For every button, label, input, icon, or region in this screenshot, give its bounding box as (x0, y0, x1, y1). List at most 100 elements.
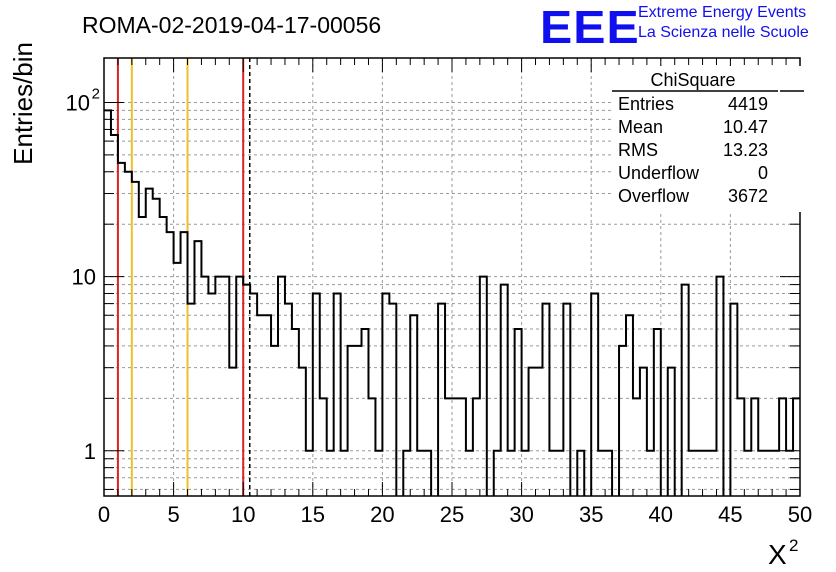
histogram-bin (515, 329, 522, 496)
histogram-bin (737, 398, 744, 496)
y-tick-label: 10 (66, 90, 90, 115)
y-axis-label: Entries/bin (8, 42, 38, 165)
histogram-bin (626, 315, 633, 496)
histogram-bin (243, 285, 250, 496)
stats-value: 4419 (728, 94, 768, 114)
stats-value: 10.47 (723, 117, 768, 137)
x-tick-label: 45 (718, 502, 742, 527)
x-tick-label: 10 (231, 502, 255, 527)
histogram-bins (104, 109, 800, 496)
grid-lines (104, 58, 800, 496)
histogram-bin (236, 277, 243, 496)
histogram-outline (104, 109, 800, 496)
histogram-bin (445, 398, 452, 496)
histogram-bin (703, 451, 710, 496)
histogram-bin (779, 398, 786, 496)
histogram-bin (696, 451, 703, 496)
histogram-bin (605, 451, 612, 496)
histogram-bin (598, 451, 605, 496)
histogram-bin (215, 277, 222, 496)
histogram-bin (633, 398, 640, 496)
x-tick-label: 35 (579, 502, 603, 527)
histogram-bin (285, 304, 292, 496)
histogram-bin (292, 329, 299, 496)
x-tick-label: 50 (788, 502, 812, 527)
x-axis-label-superscript: 2 (789, 536, 798, 555)
x-tick-label: 5 (167, 502, 179, 527)
histogram-bin (208, 293, 215, 496)
histogram-bin (201, 277, 208, 496)
logo-text-line2: La Scienza nelle Scuole (638, 24, 809, 41)
histogram-bin (640, 368, 647, 496)
histogram-bin (793, 398, 800, 496)
histogram-bin (146, 189, 153, 496)
histogram-bin (160, 217, 167, 496)
histogram-bin (348, 346, 355, 496)
histogram-bin (341, 451, 348, 496)
histogram-bin (313, 293, 320, 496)
histogram-bin (508, 451, 515, 496)
histogram-bin (368, 398, 375, 496)
histogram-bin (306, 451, 313, 496)
histogram-bin (403, 451, 410, 496)
histogram-bin (327, 451, 334, 496)
x-tick-label: 40 (649, 502, 673, 527)
stats-value: 13.23 (723, 140, 768, 160)
histogram-bin (647, 451, 654, 496)
histogram-bin (501, 285, 508, 496)
histogram-bin (264, 315, 271, 496)
histogram-bin (522, 451, 529, 496)
stats-label: RMS (618, 140, 658, 160)
histogram-bin (194, 241, 201, 496)
histogram-bin (139, 217, 146, 496)
histogram-bin (299, 368, 306, 496)
stats-box: ChiSquare Entries 4419 Mean 10.47 RMS 13.23 Und… (612, 66, 804, 212)
stats-value: 0 (758, 163, 768, 183)
stats-value: 3672 (728, 186, 768, 206)
histogram-bin (452, 398, 459, 496)
histogram-bin (536, 368, 543, 496)
histogram-bin (174, 263, 181, 496)
histogram-bin (654, 329, 661, 496)
histogram-bin (389, 304, 396, 496)
histogram-bin (229, 368, 236, 496)
histogram-bin (459, 398, 466, 496)
x-tick-label: 30 (509, 502, 533, 527)
histogram-bin (730, 304, 737, 496)
y-tick-label-exponent: 2 (92, 85, 100, 102)
x-tick-label: 15 (301, 502, 325, 527)
histogram-bin (480, 277, 487, 496)
histogram-bin (591, 293, 598, 496)
histogram-bin (689, 451, 696, 496)
eee-logo: EEE (540, 1, 640, 53)
histogram-bin (153, 199, 160, 496)
stats-label: Underflow (618, 163, 700, 183)
histogram-bin (334, 293, 341, 496)
logo-text-line1: Extreme Energy Events (638, 4, 807, 21)
histogram-bin (257, 315, 264, 496)
histogram-bin (466, 451, 473, 496)
stats-label: Mean (618, 117, 663, 137)
histogram-bin (668, 368, 675, 496)
histogram-bin (118, 163, 125, 496)
histogram-bin (271, 346, 278, 496)
histogram-bin (424, 451, 431, 496)
y-tick-label: 10 (72, 265, 96, 290)
histogram-bin (382, 293, 389, 496)
histogram-bin (494, 451, 501, 496)
histogram-bin (744, 451, 751, 496)
histogram-bin (181, 232, 188, 496)
histogram-bin (682, 285, 689, 496)
x-axis-label: X (768, 539, 787, 570)
histogram-bin (751, 398, 758, 496)
histogram-bin (125, 172, 132, 496)
histogram-bin (549, 451, 556, 496)
histogram-bin (772, 451, 779, 496)
histogram-bin (188, 304, 195, 496)
histogram-bin (710, 451, 717, 496)
chart-title: ROMA-02-2019-04-17-00056 (82, 12, 382, 38)
histogram-bin (563, 304, 570, 496)
